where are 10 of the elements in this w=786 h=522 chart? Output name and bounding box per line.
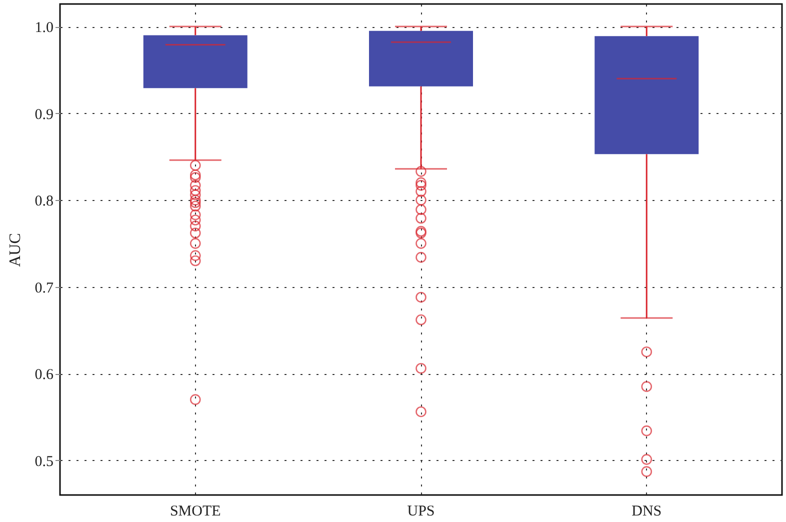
y-tick-label: 0.9 xyxy=(34,106,54,123)
y-axis-title: AUC xyxy=(6,233,24,267)
y-tick-label: 1.0 xyxy=(34,20,54,36)
y-tick-label: 0.6 xyxy=(34,367,54,384)
x-tick-label: SMOTE xyxy=(170,504,221,520)
y-tick-label: 0.8 xyxy=(34,194,54,210)
x-tick-label: UPS xyxy=(407,504,435,520)
y-tick-label: 0.7 xyxy=(34,280,54,296)
x-tick-label: DNS xyxy=(632,504,662,520)
y-tick-label: 0.5 xyxy=(34,454,54,470)
